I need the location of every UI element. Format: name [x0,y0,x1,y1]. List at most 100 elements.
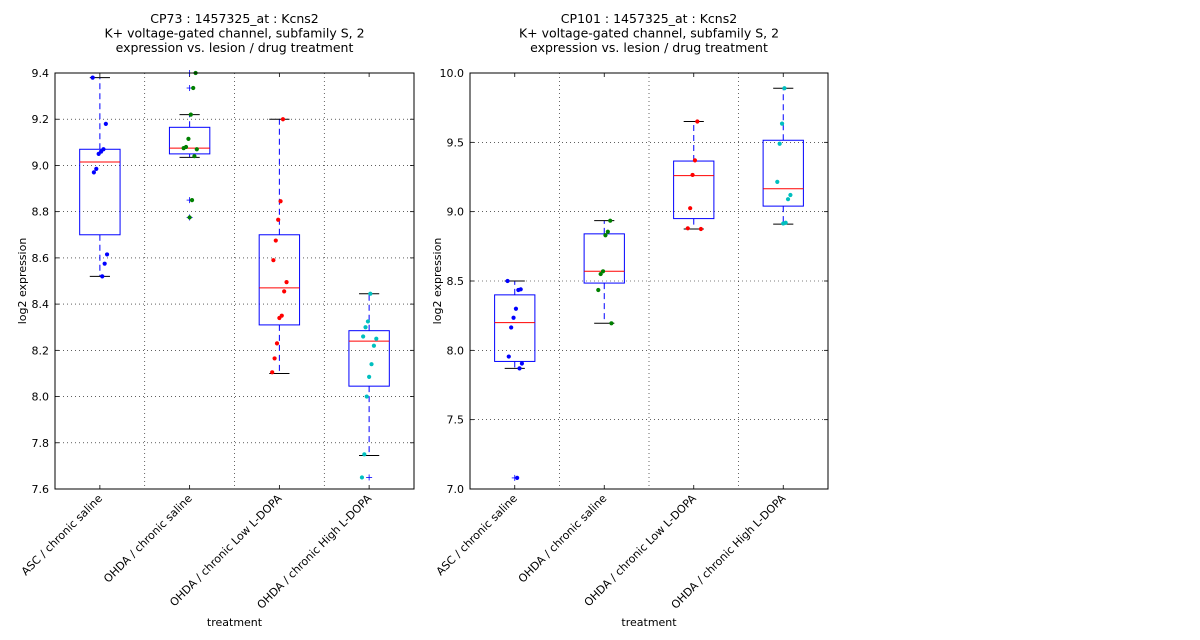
y-tick-label: 9.2 [32,113,50,126]
y-tick-label: 8.8 [32,206,50,219]
data-point [359,475,365,480]
data-point [276,217,281,222]
data-point [181,146,186,151]
points-series-4 [359,291,379,480]
data-point [509,325,514,330]
data-point [515,475,520,481]
y-tick-label: 8.5 [447,275,465,288]
data-point [609,321,614,326]
box-2 [168,70,211,221]
data-point [781,221,786,226]
chart-title-line-2: K+ voltage-gated channel, subfamily S, 2 [104,26,364,41]
box-4 [762,87,804,225]
data-point [271,258,276,263]
data-point [104,252,110,257]
data-point [361,334,366,339]
data-point [280,117,286,122]
data-point [96,151,101,156]
data-point [374,336,379,341]
data-point [369,362,374,367]
data-point [511,315,516,320]
x-tick-label: OHDA / chronic saline [101,492,195,586]
box-iqr [762,139,804,207]
data-point [273,238,278,243]
data-point [596,287,601,293]
points-series-1 [90,75,110,279]
data-point [94,166,99,172]
x-tick-label: OHDA / chronic saline [516,492,610,586]
y-axis-label: log2 expression [431,238,444,325]
y-tick-label: 7.6 [32,483,50,496]
data-point [362,452,367,457]
y-tick-label: 9.5 [447,136,465,149]
gridlines [55,72,414,490]
y-tick-label: 9.0 [447,206,465,219]
chart-title-line-1: CP73 : 1457325_at : Kcns2 [150,11,318,26]
data-point [603,233,608,238]
data-point [600,269,606,274]
plot-frame [469,72,829,490]
data-point [363,325,368,330]
data-point [788,192,793,198]
data-point [779,121,785,126]
gridlines [470,72,828,490]
data-point [695,119,700,124]
data-point [191,85,196,91]
data-point [608,218,613,223]
y-tick-label: 8.6 [32,252,50,265]
data-point [688,206,693,211]
data-point [505,278,510,284]
data-point [278,199,283,204]
data-point [272,356,277,361]
data-point [270,370,275,375]
data-point [189,198,195,203]
data-point [506,354,511,359]
points-series-3 [270,117,289,375]
y-tick-label: 9.4 [32,67,50,80]
data-point [516,287,521,293]
data-point [90,75,95,80]
points-series-2 [181,70,199,220]
data-point [698,226,704,232]
box-iqr [583,233,625,284]
data-point [91,170,96,175]
data-point [605,229,610,234]
data-point [371,343,377,348]
box-iqr [258,234,301,326]
x-tick-label: ASC / chronic saline [434,492,520,578]
data-point [692,158,698,163]
data-point [186,136,191,141]
y-tick-label: 8.4 [32,298,50,311]
y-tick-label: 10.0 [440,67,465,80]
data-point [274,341,280,346]
data-point [365,319,371,324]
data-point [187,215,192,220]
points-series-3 [685,119,704,232]
data-point [519,361,525,366]
box-iqr [79,148,121,236]
data-point [194,147,199,152]
data-point [277,315,282,321]
data-point [598,271,603,277]
data-point [192,154,197,159]
points-series-2 [596,218,614,326]
data-point [782,86,787,91]
box-iqr [348,330,390,387]
data-point [685,226,690,231]
data-point [284,280,289,285]
y-tick-label: 7.8 [32,437,50,450]
y-tick-label: 7.5 [447,414,465,427]
data-point [188,112,193,117]
data-point [100,274,105,279]
data-point [517,366,522,371]
data-point [102,261,107,266]
data-point [364,394,369,399]
chart-title-line-3: expression vs. lesion / drug treatment [530,40,768,55]
box-4 [348,293,390,481]
points-series-1 [505,278,525,481]
box-iqr [494,294,536,362]
chart-title-line-2: K+ voltage-gated channel, subfamily S, 2 [519,26,779,41]
y-tick-label: 9.0 [32,159,50,172]
plot-frame [54,72,415,490]
